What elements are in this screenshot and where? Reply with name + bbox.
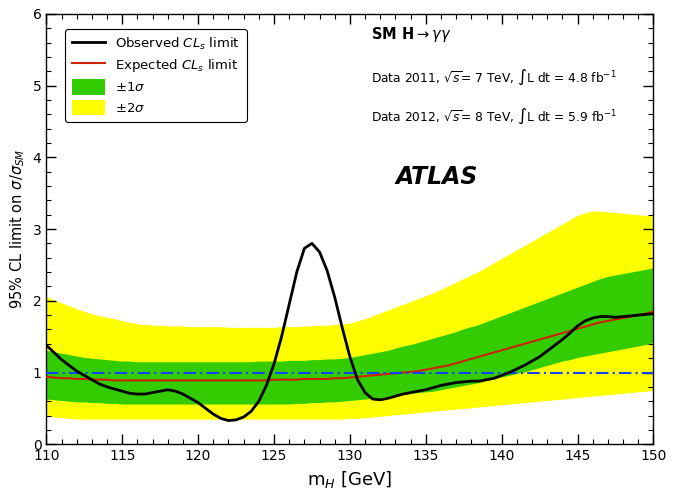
Text: ATLAS: ATLAS <box>396 165 478 189</box>
Text: Data 2011, $\sqrt{s}$= 7 TeV, $\int$L dt = 4.8 fb$^{-1}$: Data 2011, $\sqrt{s}$= 7 TeV, $\int$L dt… <box>371 68 617 87</box>
X-axis label: m$_{H}$ [GeV]: m$_{H}$ [GeV] <box>307 469 393 490</box>
Legend: Observed $CL_s$ limit, Expected $CL_s$ limit, $\pm 1\sigma$, $\pm 2\sigma$: Observed $CL_s$ limit, Expected $CL_s$ l… <box>65 29 246 122</box>
Y-axis label: 95% CL limit on $\sigma$/$\sigma_{SM}$: 95% CL limit on $\sigma$/$\sigma_{SM}$ <box>8 149 27 309</box>
Text: Data 2012, $\sqrt{s}$= 8 TeV, $\int$L dt = 5.9 fb$^{-1}$: Data 2012, $\sqrt{s}$= 8 TeV, $\int$L dt… <box>371 107 617 125</box>
Text: SM H$\rightarrow\gamma\gamma$: SM H$\rightarrow\gamma\gamma$ <box>371 24 452 44</box>
